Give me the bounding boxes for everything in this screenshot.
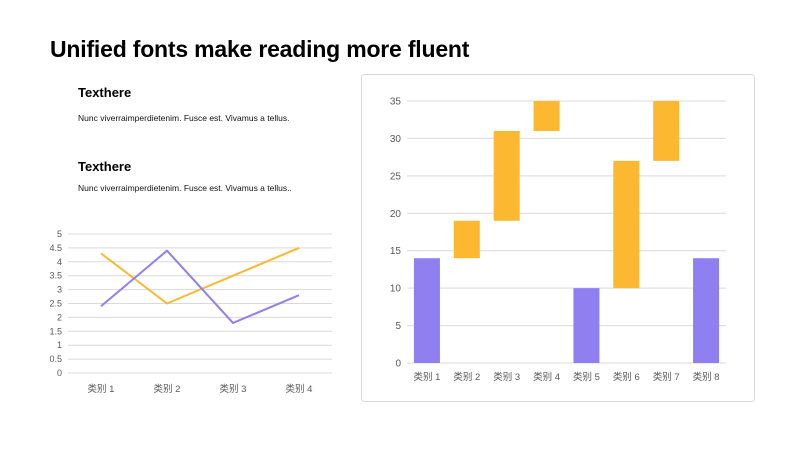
x-tick-label: 类别 3: [493, 371, 520, 383]
waterfall-chart: 0 5 10 15 20 25 30 35 类别 1 类别 2 类别 3 类别 4 类别 5 类别 6 类别…: [390, 97, 726, 383]
y-tick-label: 30: [390, 134, 402, 145]
x-tick-label: 类别 4: [286, 383, 313, 395]
bar-2: [453, 220, 480, 259]
bar-5: [573, 288, 600, 363]
x-tick-label: 类别 1: [88, 383, 115, 395]
y-tick-label: 1.5: [49, 326, 62, 336]
x-tick-label: 类别 7: [653, 371, 680, 383]
line-chart: 0 0.5 1 1.5 2 2.5 3 3.5 4 4.5 5 类别 1 类别 2 类别 3 类别 4: [49, 229, 332, 395]
y-tick-label: 0: [57, 368, 62, 378]
x-tick-label: 类别 3: [220, 383, 247, 395]
text-block-body-1: Nunc viverraimperdietenim. Fusce est. Vi…: [78, 113, 290, 123]
x-tick-label: 类别 5: [573, 371, 600, 383]
text-block-heading-2: Texthere: [78, 159, 132, 174]
y-tick-label: 3.5: [49, 271, 62, 281]
x-tick-label: 类别 1: [413, 371, 440, 383]
y-tick-label: 5: [395, 321, 401, 332]
y-tick-label: 1: [57, 340, 62, 350]
x-tick-label: 类别 8: [693, 371, 720, 383]
x-tick-label: 类别 2: [453, 371, 480, 383]
bar-3: [493, 130, 520, 221]
text-block-heading-1: Texthere: [78, 85, 132, 100]
y-tick-label: 10: [390, 284, 402, 295]
bar-8: [693, 258, 720, 363]
y-tick-label: 0: [395, 359, 401, 370]
y-tick-label: 2: [57, 312, 62, 322]
y-tick-label: 4: [57, 257, 62, 267]
x-tick-label: 类别 6: [613, 371, 640, 383]
y-tick-label: 15: [390, 246, 402, 257]
bar-4: [533, 101, 560, 131]
bar-6: [613, 160, 640, 289]
y-tick-label: 25: [390, 171, 402, 182]
y-tick-label: 35: [390, 97, 402, 108]
y-tick-label: 2.5: [49, 299, 62, 309]
y-tick-label: 20: [390, 209, 402, 220]
page-title: Unified fonts make reading more fluent: [50, 36, 470, 62]
text-block-body-2: Nunc viverraimperdietenim. Fusce est. Vi…: [78, 183, 292, 193]
bar-7: [653, 101, 680, 161]
y-tick-label: 5: [57, 229, 62, 239]
y-tick-label: 0.5: [49, 354, 62, 364]
x-tick-label: 类别 4: [533, 371, 560, 383]
x-tick-label: 类别 2: [154, 383, 181, 395]
bar-1: [413, 258, 440, 363]
y-tick-label: 4.5: [49, 243, 62, 253]
series-line-2: [100, 249, 300, 324]
y-tick-label: 3: [57, 285, 62, 295]
